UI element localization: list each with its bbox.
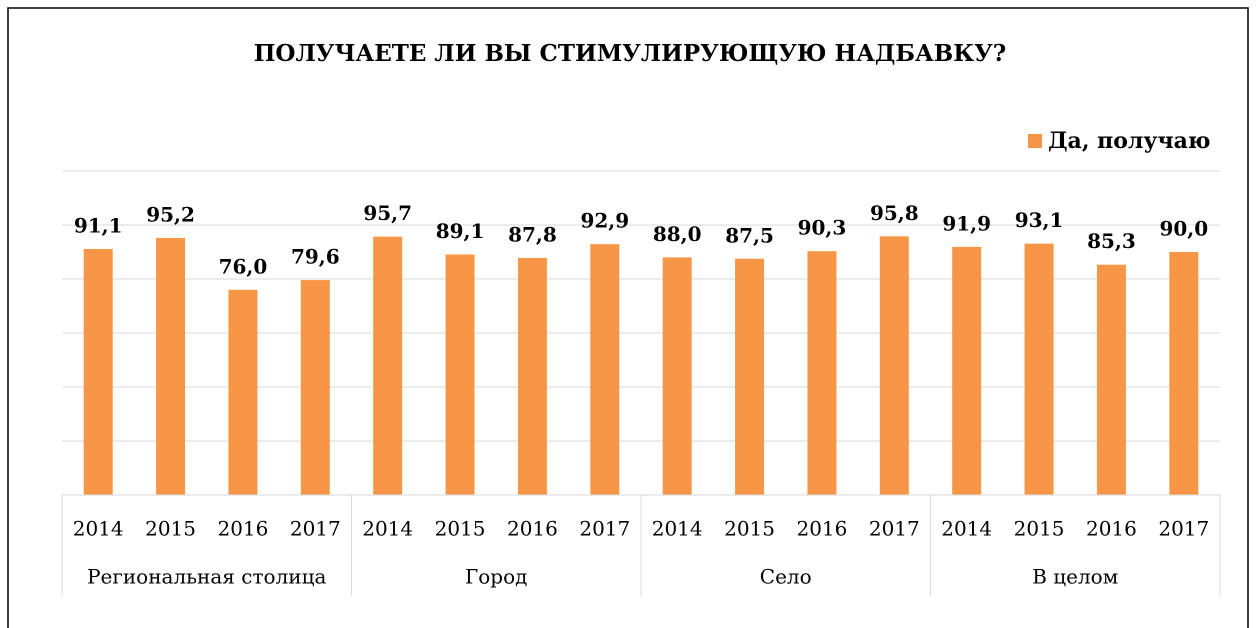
bar bbox=[1096, 264, 1126, 495]
data-label: 90,0 bbox=[1159, 217, 1208, 241]
bar bbox=[1169, 252, 1199, 495]
bar bbox=[445, 254, 475, 495]
x-tick-label: 2015 bbox=[724, 517, 775, 541]
bar bbox=[735, 258, 765, 495]
data-label: 79,6 bbox=[291, 245, 340, 269]
bar bbox=[879, 236, 909, 495]
group-label: В целом bbox=[1032, 565, 1118, 589]
x-tick-label: 2017 bbox=[579, 517, 630, 541]
data-label: 91,9 bbox=[942, 211, 991, 235]
bar bbox=[83, 249, 113, 495]
x-tick-label: 2016 bbox=[1086, 517, 1137, 541]
group-label: Город bbox=[465, 565, 527, 589]
x-tick-label: 2015 bbox=[435, 517, 486, 541]
group-label: Региональная столица bbox=[87, 565, 326, 589]
bar bbox=[952, 246, 982, 495]
bar bbox=[300, 280, 330, 495]
x-tick-label: 2017 bbox=[290, 517, 341, 541]
data-label: 92,9 bbox=[580, 209, 629, 233]
x-tick-label: 2015 bbox=[1014, 517, 1065, 541]
x-tick-label: 2014 bbox=[941, 517, 992, 541]
chart-title: ПОЛУЧАЕТЕ ЛИ ВЫ СТИМУЛИРУЮЩУЮ НАДБАВКУ? bbox=[254, 40, 1007, 67]
data-label: 87,8 bbox=[508, 222, 557, 246]
x-tick-label: 2014 bbox=[652, 517, 703, 541]
x-tick-label: 2014 bbox=[362, 517, 413, 541]
data-label: 88,0 bbox=[653, 222, 702, 246]
x-tick-label: 2017 bbox=[869, 517, 920, 541]
bar bbox=[1024, 243, 1054, 495]
data-label: 90,3 bbox=[798, 216, 847, 240]
data-label: 93,1 bbox=[1015, 208, 1064, 232]
x-tick-label: 2017 bbox=[1158, 517, 1209, 541]
group-label: Село bbox=[760, 565, 812, 589]
data-label: 87,5 bbox=[725, 223, 774, 247]
legend-label: Да, получаю bbox=[1048, 128, 1210, 154]
x-tick-label: 2014 bbox=[73, 517, 124, 541]
x-tick-label: 2016 bbox=[217, 517, 268, 541]
data-label: 95,2 bbox=[146, 202, 195, 226]
data-label: 95,7 bbox=[363, 201, 412, 225]
bar bbox=[662, 257, 692, 495]
x-tick-label: 2015 bbox=[145, 517, 196, 541]
bar bbox=[807, 251, 837, 495]
legend-swatch bbox=[1028, 134, 1042, 148]
bar bbox=[373, 236, 403, 496]
bar bbox=[590, 244, 620, 495]
data-label: 95,8 bbox=[870, 201, 919, 225]
data-label: 76,0 bbox=[219, 254, 268, 278]
bar bbox=[156, 237, 186, 495]
data-label: 89,1 bbox=[436, 219, 485, 243]
data-label: 91,1 bbox=[74, 214, 123, 238]
x-tick-label: 2016 bbox=[796, 517, 847, 541]
bar bbox=[517, 257, 547, 495]
data-label: 85,3 bbox=[1087, 229, 1136, 253]
x-tick-label: 2016 bbox=[507, 517, 558, 541]
bar bbox=[228, 289, 258, 495]
